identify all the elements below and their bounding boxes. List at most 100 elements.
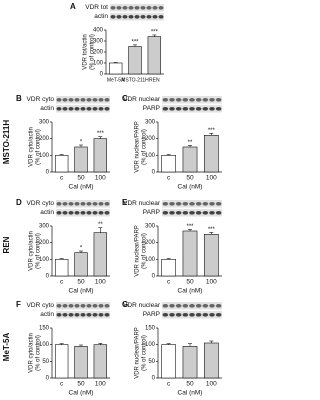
error-bar [98,227,103,233]
blot-band [158,6,164,10]
blot-band [215,202,222,206]
blot-band [56,202,62,206]
blot-band [134,6,140,10]
y-tick-label: 100 [145,153,156,159]
blot-band [215,313,222,317]
blot-band [80,98,86,102]
panel-letter: G [122,300,128,309]
blot-band [175,313,182,317]
blot-band [189,313,195,317]
blot-band [202,98,209,102]
y-axis-label: VDR cyto/actin [29,231,35,271]
y-tick-label: 150 [145,326,156,332]
blot-band [98,211,104,215]
blot-band [104,304,110,308]
blot-label: VDR nuclear [123,302,161,309]
blot-band [98,313,104,317]
blot-band [146,14,152,19]
blot-band [122,6,128,10]
blot-band [104,211,110,215]
y-axis-label: (% of control) [36,335,42,371]
bar [203,234,219,277]
y-tick-label: 100 [39,342,50,348]
blot-band [92,98,98,102]
error-bar [59,343,64,345]
blot-label: PARP [143,311,160,318]
blot-band [202,304,209,308]
x-tick-label: 100 [95,175,106,182]
y-tick-label: 200 [39,136,50,142]
blot-band [62,313,68,317]
blot-band [195,313,202,317]
x-tick-label: REN [149,77,160,83]
error-bar [133,44,137,47]
blot-band [68,304,74,308]
blot-band [162,202,169,206]
blot-label: actin [40,311,54,318]
blot-band [175,211,182,215]
bar [161,259,177,277]
error-bar [98,136,103,139]
blot-band [86,107,92,111]
y-tick-label: 100 [39,153,50,159]
blot-band [209,313,215,317]
blot-band [68,98,74,102]
bar [182,230,198,277]
blot-band [98,304,104,308]
blot-band [195,98,202,102]
bar [161,155,177,173]
blot-band [182,202,189,206]
blot-band [68,313,74,317]
blot-band [189,98,195,102]
x-axis-label: Cal (nM) [178,288,203,295]
x-tick-label: MeT-5A [107,77,125,83]
bar [74,252,88,277]
x-tick-label: 100 [95,381,106,388]
panel-letter: B [16,94,22,103]
blot-band [182,107,189,111]
error-bar [166,343,171,345]
blot-band [195,202,202,206]
error-bar [209,340,214,343]
y-tick-label: 0 [152,274,156,280]
y-axis-label: (% of control) [90,34,96,70]
blot-band [169,98,175,102]
x-tick-label: 100 [206,279,217,286]
blot-band [182,211,189,215]
blot-band [215,98,222,102]
blot-band [68,211,74,215]
error-bar [152,34,157,37]
significance: *** [186,224,194,230]
x-tick-label: 50 [77,175,85,182]
error-bar [79,144,83,147]
error-bar [79,250,83,253]
blot-band [68,107,74,111]
y-tick-label: 100 [145,342,156,348]
blot-band [175,304,182,308]
y-tick-label: 100 [145,257,156,263]
x-axis-label: Cal (nM) [178,390,203,397]
blot-band [86,313,92,317]
blot-band [56,313,62,317]
y-tick-label: 0 [152,170,156,176]
blot-band [122,14,128,19]
blot-band [74,304,80,308]
blot-band [202,211,209,215]
y-tick-label: 0 [100,72,104,78]
blot-band [68,202,74,206]
blot-band [195,107,202,111]
x-axis-label: Cal (nM) [69,184,94,191]
blot-band [182,313,189,317]
blot-band [169,107,175,111]
x-tick-label: MSTO-211H [121,77,149,83]
bar [161,344,177,379]
error-bar [188,229,192,231]
blot-band [162,313,169,317]
blot-band [92,107,98,111]
y-axis-label: VDR nuclear/PARP [135,225,141,277]
blot-label: VDR tot [85,4,108,11]
blot-band [74,202,80,206]
significance: ** [188,140,193,146]
error-bar [98,343,103,345]
